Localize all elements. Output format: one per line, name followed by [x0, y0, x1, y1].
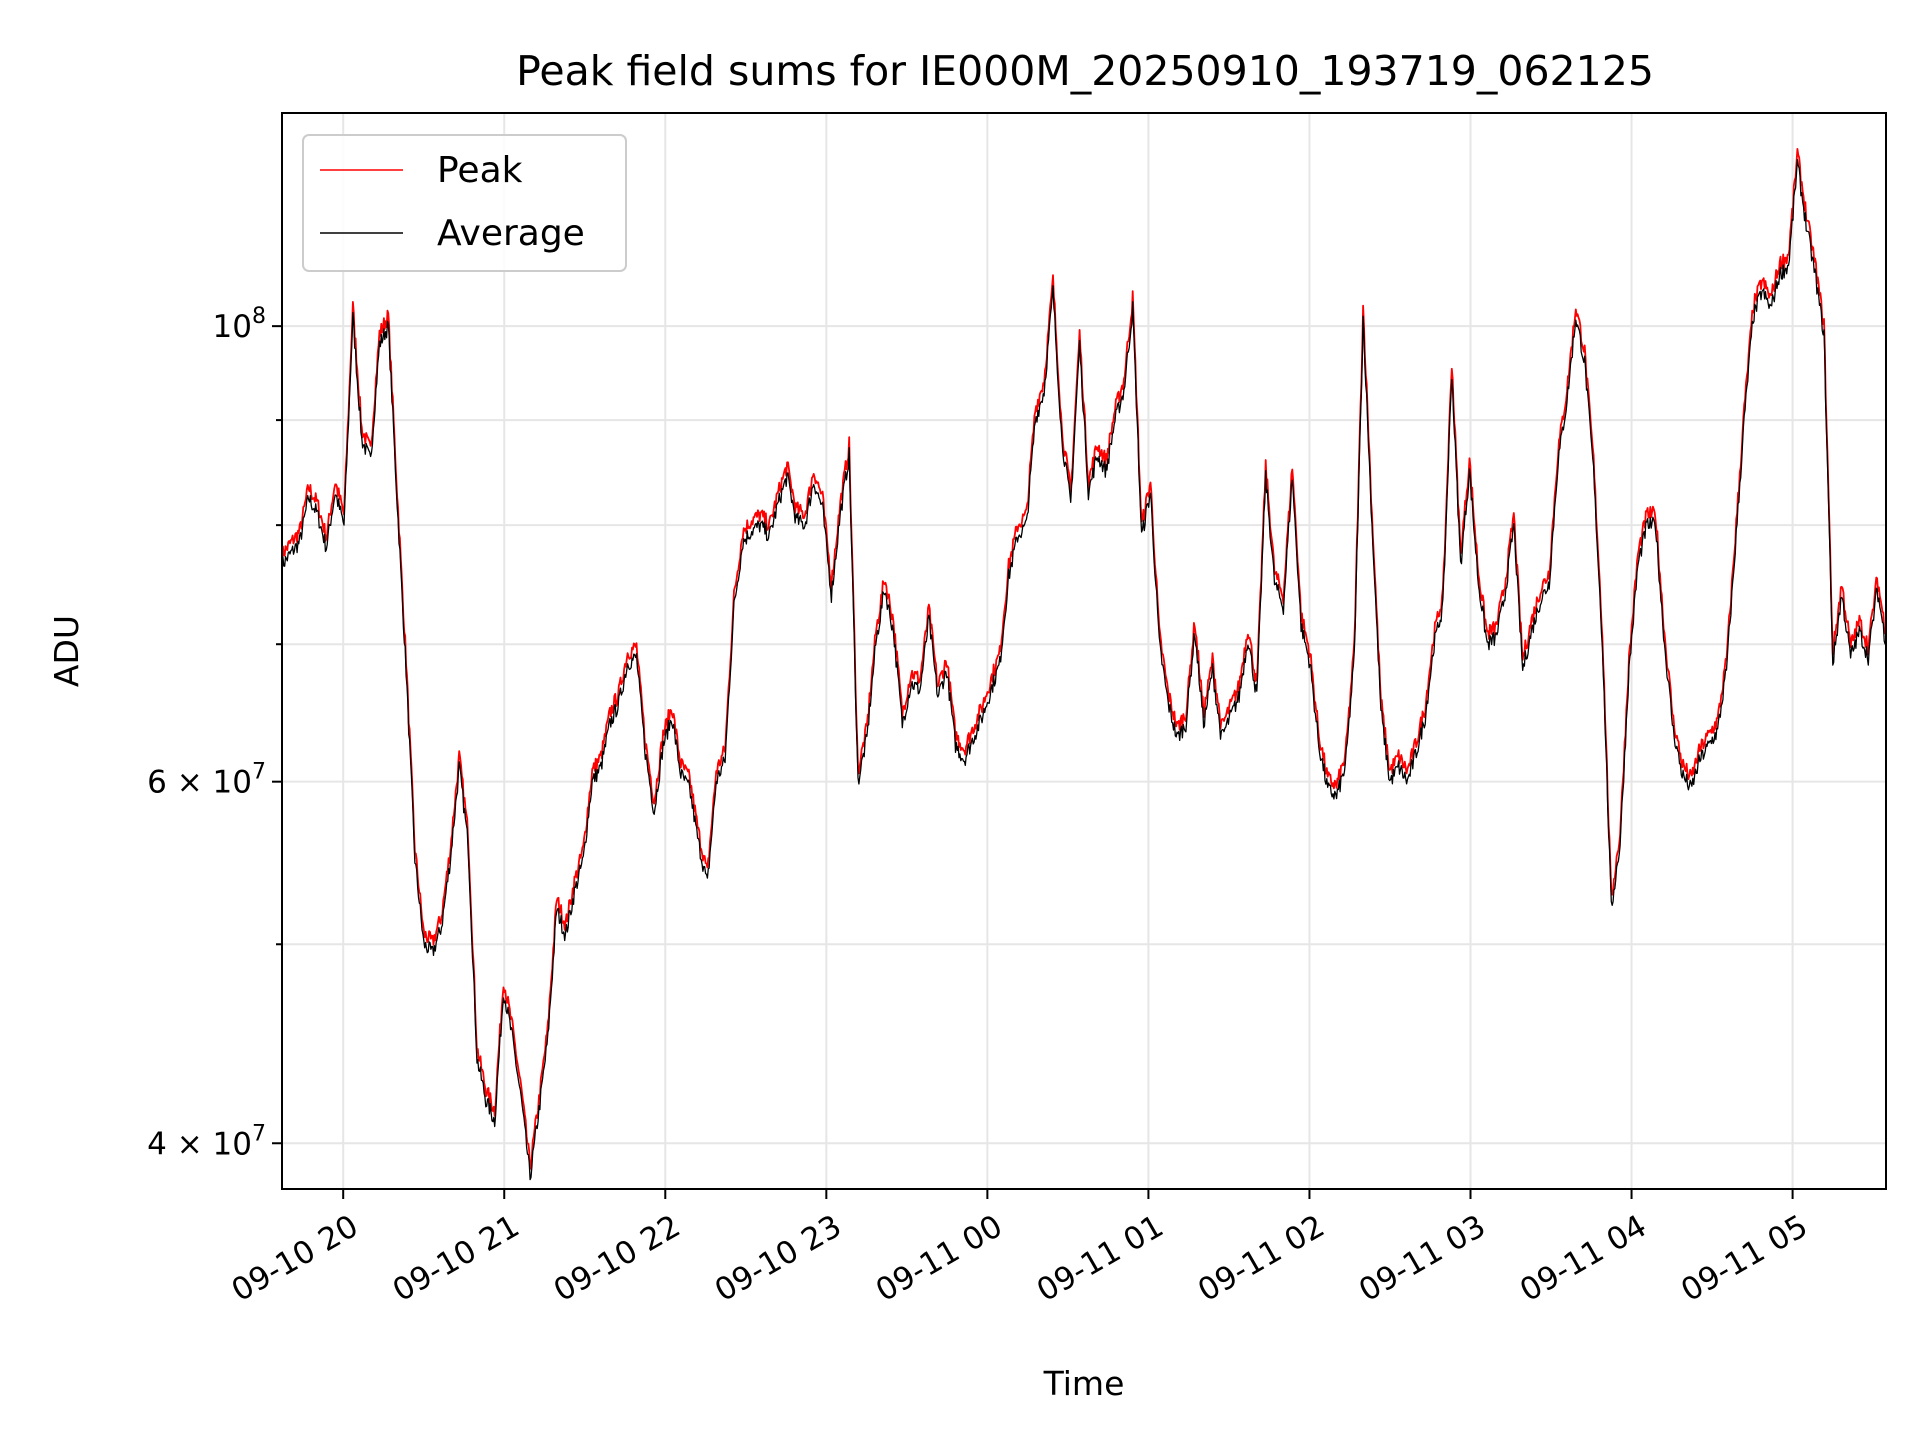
legend: Peak Average [302, 134, 627, 272]
legend-label-average: Average [437, 213, 585, 254]
legend-label-peak: Peak [437, 150, 523, 191]
x-axis-label: Time [1043, 1364, 1125, 1403]
plot-lines [282, 148, 1886, 1181]
legend-frame [302, 134, 627, 272]
y-tick-label: 4 × 107 [147, 1121, 266, 1162]
y-axis-ticks: 4 × 107 6 × 107 108 [147, 304, 282, 1162]
y-axis-label: ADU [47, 615, 86, 687]
series-line-average [282, 158, 1886, 1181]
chart-title: Peak field sums for IE000M_20250910_1937… [516, 47, 1654, 95]
plot-frame [281, 112, 1887, 1190]
series-line-peak [282, 148, 1886, 1170]
y-tick-label: 108 [213, 304, 266, 345]
y-tick-label: 6 × 107 [147, 760, 266, 801]
